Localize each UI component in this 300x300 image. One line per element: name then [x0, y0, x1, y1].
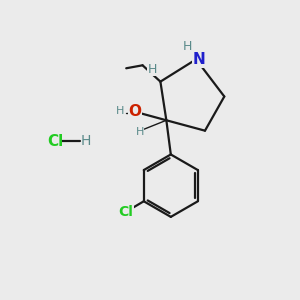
- Text: O: O: [129, 104, 142, 119]
- Text: N: N: [193, 52, 206, 67]
- Text: Cl: Cl: [118, 206, 133, 219]
- Text: H: H: [147, 63, 157, 76]
- Text: Cl: Cl: [47, 134, 63, 148]
- Text: H: H: [135, 127, 144, 137]
- Text: H: H: [81, 134, 91, 148]
- Text: H: H: [183, 40, 192, 53]
- Text: H: H: [116, 106, 124, 116]
